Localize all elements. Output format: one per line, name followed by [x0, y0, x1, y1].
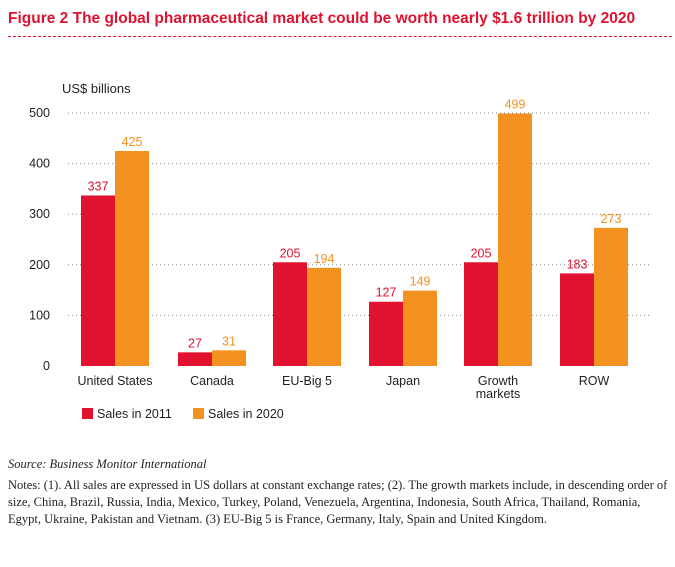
- data-label: 499: [505, 98, 526, 112]
- y-tick-label: 100: [29, 308, 50, 322]
- y-tick-label: 200: [29, 258, 50, 272]
- data-label: 425: [122, 135, 143, 149]
- source-note: Source: Business Monitor International: [8, 457, 207, 471]
- x-tick-label: United States: [77, 374, 152, 388]
- bar-2011: [560, 273, 594, 366]
- legend-label: Sales in 2011: [97, 407, 172, 421]
- data-label: 149: [410, 275, 431, 289]
- data-label: 337: [88, 179, 109, 193]
- data-label: 205: [280, 246, 301, 260]
- bar-2020: [212, 350, 246, 366]
- bar-2011: [81, 195, 115, 366]
- figure-title: Figure 2 The global pharmaceutical marke…: [8, 10, 636, 27]
- legend-swatch: [193, 408, 204, 419]
- data-label: 31: [222, 334, 236, 348]
- bar-2020: [307, 267, 341, 366]
- legend-swatch: [82, 408, 93, 419]
- x-tick-label: markets: [476, 387, 520, 401]
- bar-chart: US$ billions 0 100 200 300 400 500 337 425 United…: [29, 81, 650, 421]
- x-tick-label: ROW: [579, 374, 610, 388]
- y-tick-label: 500: [29, 106, 50, 120]
- y-tick-label: 300: [29, 207, 50, 221]
- y-tick-label: 400: [29, 157, 50, 171]
- bar-2011: [273, 262, 307, 366]
- footnotes: Notes: (1). All sales are expressed in U…: [8, 478, 668, 526]
- x-tick-label: Canada: [190, 374, 234, 388]
- bar-2011: [178, 352, 212, 366]
- x-tick-label: Japan: [386, 374, 420, 388]
- data-label: 194: [314, 252, 335, 266]
- data-label: 273: [601, 212, 622, 226]
- data-label: 127: [376, 286, 397, 300]
- x-tick-label: Growth: [478, 374, 518, 388]
- bar-2020: [594, 227, 628, 366]
- bar-2020: [498, 113, 532, 366]
- bar-2020: [403, 290, 437, 366]
- bar-2011: [464, 262, 498, 366]
- bar-2020: [115, 150, 149, 366]
- title-divider: [8, 36, 672, 37]
- data-label: 183: [567, 257, 588, 271]
- bar-2011: [369, 301, 403, 366]
- y-tick-label: 0: [43, 359, 50, 373]
- x-tick-label: EU-Big 5: [282, 374, 332, 388]
- data-label: 27: [188, 336, 202, 350]
- legend-label: Sales in 2020: [208, 407, 284, 421]
- data-label: 205: [471, 246, 492, 260]
- y-axis-title: US$ billions: [62, 81, 131, 96]
